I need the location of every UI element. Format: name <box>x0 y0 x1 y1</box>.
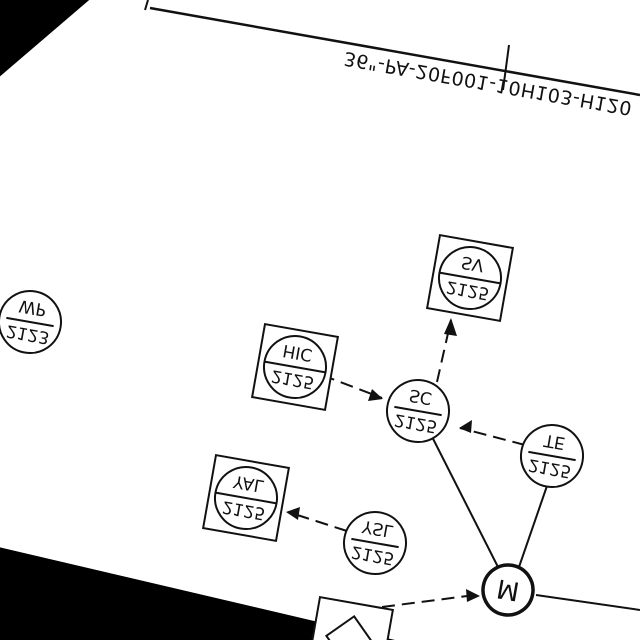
process-line-te-motor <box>518 482 549 568</box>
arrowhead-motor <box>466 589 480 602</box>
instrument-yal[interactable]: 2125 YAL <box>201 453 291 543</box>
wp-function: WP <box>18 295 48 319</box>
title-block-divider <box>502 44 510 91</box>
arrowhead-sc <box>368 389 383 401</box>
signal-line-hic-sc <box>321 374 383 399</box>
instrument-te[interactable]: 2125 TE <box>516 420 588 492</box>
motor-symbol[interactable]: M <box>479 561 537 619</box>
te-function: TE <box>541 429 566 453</box>
instrument-hic[interactable]: 2125 HIC <box>250 322 340 412</box>
sv-function: SV <box>460 251 486 275</box>
signal-line-te-sc <box>459 427 526 446</box>
instrument-sc[interactable]: 2125 SC <box>382 375 454 447</box>
instrument-partial-box[interactable]: ZY <box>305 595 395 640</box>
instrument-ysl[interactable]: 2125 YSL <box>339 507 411 579</box>
signal-line-box-motor <box>381 594 476 608</box>
instrument-wp[interactable]: 2123 WP <box>0 286 66 358</box>
arrowhead-yal <box>286 507 300 520</box>
shaft-line <box>535 594 640 611</box>
instrument-sv[interactable]: 2125 SV <box>425 233 515 323</box>
title-block-tick <box>144 0 149 11</box>
arrowhead-sv <box>444 318 457 336</box>
title-block-border <box>149 6 640 97</box>
sc-function: SC <box>408 384 434 408</box>
arrowhead-sc-right <box>459 420 472 433</box>
motor-label: M <box>495 572 522 605</box>
